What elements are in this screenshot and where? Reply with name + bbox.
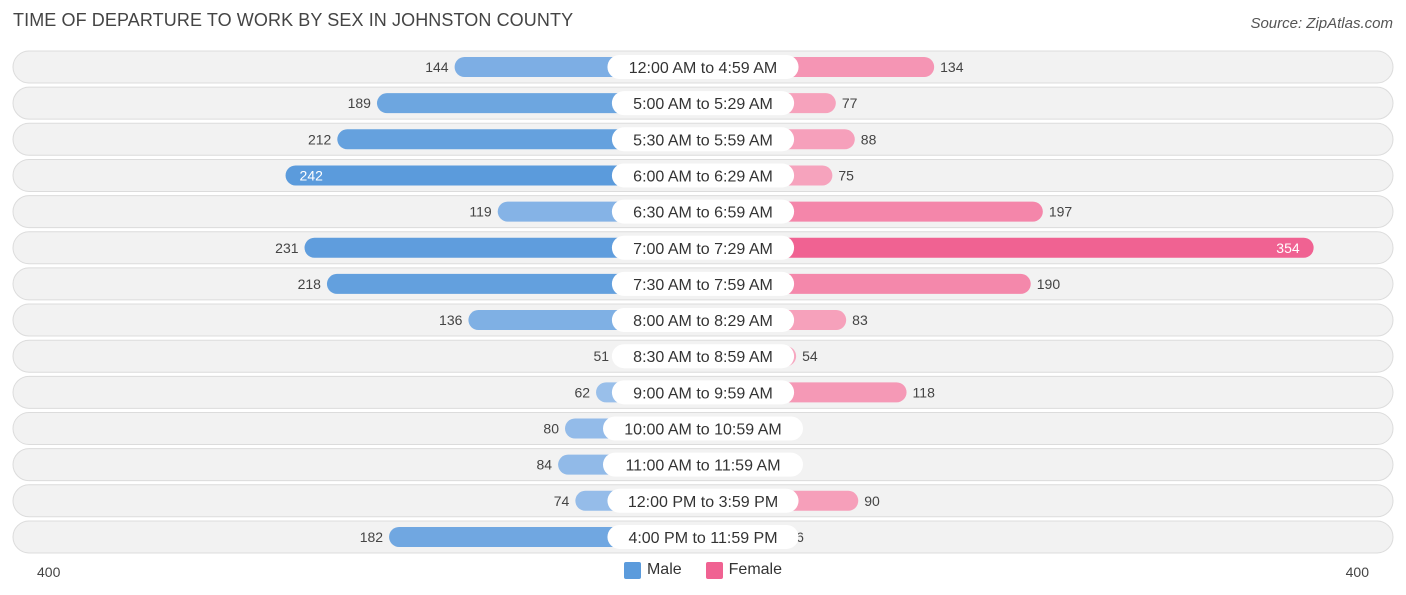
value-label-male: 84 — [537, 457, 553, 473]
category-label: 6:30 AM to 6:59 AM — [633, 205, 773, 222]
category-pill — [611, 235, 795, 260]
value-label-male: 231 — [275, 240, 299, 256]
category-pill — [603, 416, 803, 441]
value-label-female: 77 — [842, 95, 858, 111]
category-label: 10:00 AM to 10:59 AM — [624, 422, 781, 439]
value-label-female: 54 — [802, 348, 818, 364]
value-label-male: 51 — [593, 348, 609, 364]
axis-label-right: 400 — [1346, 564, 1370, 580]
value-label-male: 74 — [554, 493, 570, 509]
value-label-female: 197 — [1049, 204, 1073, 220]
chart-title: TIME OF DEPARTURE TO WORK BY SEX IN JOHN… — [13, 10, 574, 30]
category-label: 11:00 AM to 11:59 AM — [625, 458, 780, 475]
value-label-female: 134 — [940, 59, 964, 75]
bar-female — [703, 237, 1314, 258]
value-label-male: 218 — [298, 276, 322, 292]
legend-item-male: Male — [623, 561, 682, 579]
category-label: 7:00 AM to 7:29 AM — [633, 241, 773, 258]
category-label: 8:30 AM to 8:59 AM — [633, 349, 773, 366]
bar-male — [326, 273, 703, 294]
category-label: 8:00 AM to 8:29 AM — [633, 313, 773, 330]
legend-swatch-female — [705, 561, 723, 579]
category-pill — [611, 271, 795, 296]
legend-label-female: Female — [728, 561, 783, 578]
category-label: 7:30 AM to 7:59 AM — [633, 277, 773, 294]
category-pill — [611, 344, 795, 369]
value-label-female: 75 — [838, 167, 854, 183]
value-label-male: 144 — [425, 59, 449, 75]
value-label-female: 88 — [861, 131, 877, 147]
category-pill — [611, 199, 795, 224]
legend-swatch-male — [623, 561, 641, 579]
value-label-female: 118 — [913, 384, 936, 400]
bar-male — [285, 165, 703, 186]
category-pill — [607, 488, 799, 513]
legend: Male Female — [0, 561, 1406, 579]
axis-label-left: 400 — [37, 564, 61, 580]
category-label: 9:00 AM to 9:59 AM — [633, 385, 773, 402]
category-pill — [607, 524, 799, 549]
category-pill — [611, 380, 795, 405]
category-label: 5:00 AM to 5:29 AM — [633, 96, 773, 113]
value-label-male: 136 — [439, 312, 463, 328]
bar-male — [337, 129, 703, 150]
category-label: 12:00 PM to 3:59 PM — [628, 494, 778, 511]
value-label-female: 354 — [1276, 240, 1300, 256]
category-label: 5:30 AM to 5:59 AM — [633, 132, 773, 149]
value-label-male: 80 — [543, 421, 559, 437]
value-label-male: 62 — [574, 384, 590, 400]
value-label-male: 242 — [300, 167, 324, 183]
value-label-male: 119 — [469, 204, 492, 220]
category-pill — [611, 127, 795, 152]
category-pill — [611, 308, 795, 333]
legend-item-female: Female — [705, 561, 783, 579]
source-credit: Source: ZipAtlas.com — [1250, 15, 1393, 32]
category-label: 12:00 AM to 4:59 AM — [629, 60, 778, 77]
value-label-female: 90 — [864, 493, 880, 509]
category-pill — [611, 91, 795, 116]
category-label: 6:00 AM to 6:29 AM — [633, 168, 773, 185]
category-pill — [607, 55, 799, 79]
category-pill — [603, 452, 803, 477]
category-label: 4:00 PM to 11:59 PM — [628, 530, 777, 547]
value-label-male: 212 — [308, 131, 332, 147]
value-label-male: 182 — [360, 529, 384, 545]
value-label-female: 83 — [852, 312, 868, 328]
bar-male — [304, 237, 703, 258]
value-label-male: 189 — [348, 95, 372, 111]
legend-label-male: Male — [646, 561, 682, 578]
category-pill — [611, 163, 795, 188]
value-label-female: 190 — [1037, 276, 1061, 292]
